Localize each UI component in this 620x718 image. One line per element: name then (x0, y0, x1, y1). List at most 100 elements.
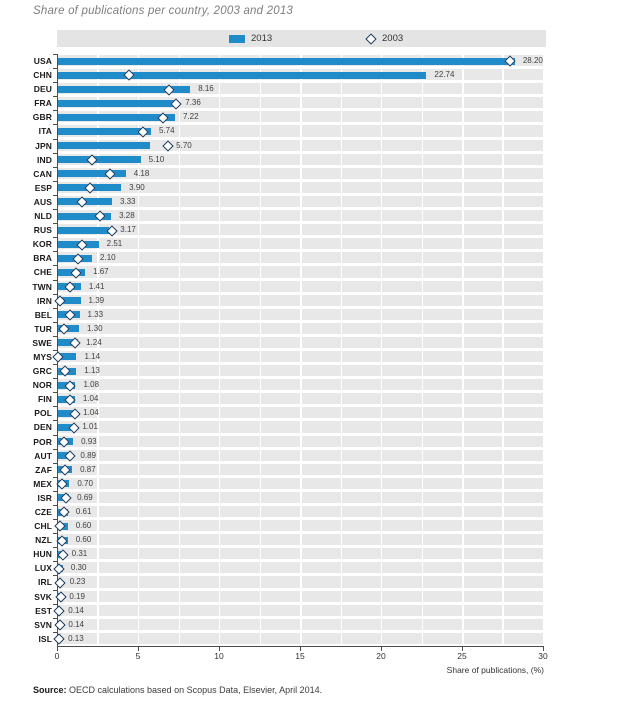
chart-row: MEX 0.70 (33, 476, 544, 491)
row-band (58, 604, 544, 616)
y-axis-tick (53, 335, 58, 337)
row-band (58, 506, 544, 518)
y-axis-tick (53, 68, 58, 70)
value-label: 7.36 (185, 98, 201, 108)
chart-row: LUX 0.30 (35, 561, 544, 575)
value-label: 0.60 (75, 521, 92, 531)
chart-row: GBR 7.22 (33, 110, 544, 124)
chart-row: POL 1.04 (34, 406, 544, 420)
x-tick-label: 25 (457, 651, 467, 661)
value-label: 0.87 (80, 464, 96, 474)
chart-row: FRA 7.36 (34, 96, 544, 110)
country-label: ISL (38, 633, 52, 644)
country-label: ESP (34, 182, 52, 193)
country-label: IRN (37, 295, 52, 306)
y-axis-tick (53, 209, 58, 211)
row-band (58, 252, 544, 264)
y-axis-tick (53, 124, 58, 126)
bar-2013 (58, 226, 110, 234)
country-label: NLD (34, 211, 52, 222)
bar-2013 (58, 339, 79, 347)
x-tick-label: 15 (295, 651, 305, 661)
value-label: 1.08 (83, 380, 100, 390)
y-axis-tick (53, 519, 58, 521)
country-label: FRA (34, 98, 52, 109)
country-label: IRL (38, 577, 52, 588)
y-axis-tick (53, 533, 58, 535)
row-band (58, 534, 544, 546)
row-band (58, 590, 544, 602)
chart-row: DEU 8.16 (34, 82, 544, 96)
chart-row: ISR 0.69 (38, 490, 544, 505)
y-axis-tick (53, 631, 58, 633)
row-band (58, 576, 544, 588)
y-axis-tick (53, 589, 58, 591)
chart-row: CHN 22.74 (33, 68, 544, 82)
row-band (58, 280, 544, 292)
country-label: MEX (33, 478, 52, 489)
row-band (58, 407, 544, 419)
x-axis-tick (381, 647, 382, 651)
chart-row: AUS 3.33 (34, 194, 544, 209)
x-axis-tick (138, 647, 139, 651)
country-label: BEL (34, 309, 52, 320)
chart-row: JPN 5.70 (35, 138, 544, 153)
row-band (58, 421, 544, 433)
x-axis-title: Share of publications, (%) (446, 665, 544, 675)
country-label: RUS (33, 225, 52, 236)
row-band (58, 167, 544, 179)
y-axis-tick (53, 152, 58, 154)
country-label: ITA (38, 126, 52, 137)
y-axis-tick (53, 575, 58, 577)
y-axis-tick (53, 561, 58, 563)
bar-2013 (58, 71, 427, 79)
chart-row: TWN 1.41 (32, 279, 544, 294)
value-label: 2.51 (106, 239, 123, 249)
country-label: JPN (35, 140, 52, 151)
country-label: CHL (34, 521, 52, 532)
chart-row: NZL 0.60 (35, 533, 544, 547)
y-axis-tick (53, 307, 58, 309)
bar-2013 (58, 113, 175, 121)
value-label: 3.17 (120, 225, 136, 235)
value-label: 0.13 (68, 633, 84, 643)
country-label: SVN (34, 619, 52, 630)
chart-row: HUN 0.31 (33, 547, 544, 561)
legend-item-2003: 2003 (365, 30, 403, 47)
x-axis-tick (300, 647, 301, 651)
country-label: CHN (33, 70, 52, 81)
chart-row: IND 5.10 (37, 152, 544, 167)
value-label: 0.30 (70, 563, 87, 573)
y-axis-tick (53, 617, 58, 619)
y-axis-tick (53, 392, 58, 394)
row-band (58, 449, 544, 461)
value-label: 0.70 (77, 478, 93, 488)
chart-row: IRN 1.39 (37, 293, 544, 308)
chart-title: Share of publications per country, 2003 … (33, 5, 294, 17)
value-label: 1.04 (83, 408, 99, 418)
value-label: 5.74 (158, 126, 175, 136)
chart-row: SVK 0.19 (34, 589, 544, 604)
country-label: SWE (32, 337, 52, 348)
y-axis-tick (53, 166, 58, 168)
value-label: 1.41 (88, 281, 105, 291)
country-label: MYS (33, 351, 52, 362)
country-label: CZE (34, 507, 52, 517)
value-label: 8.16 (198, 84, 214, 94)
y-axis-tick (53, 462, 58, 464)
value-label: 3.28 (119, 211, 135, 221)
row-band (58, 322, 544, 334)
row-band (58, 294, 544, 306)
y-axis-tick (53, 448, 58, 450)
country-label: GBR (32, 112, 52, 123)
bar-2013 (58, 99, 178, 107)
row-band (58, 336, 544, 348)
country-label: DEU (33, 84, 52, 95)
chart-row: SVN 0.14 (34, 617, 544, 632)
x-tick-label: 5 (135, 651, 141, 661)
row-band (58, 365, 544, 377)
x-tick-label: 10 (214, 651, 224, 661)
y-axis-tick (53, 279, 58, 281)
country-label: USA (33, 56, 52, 66)
chart-row: CZE 0.61 (35, 505, 544, 519)
